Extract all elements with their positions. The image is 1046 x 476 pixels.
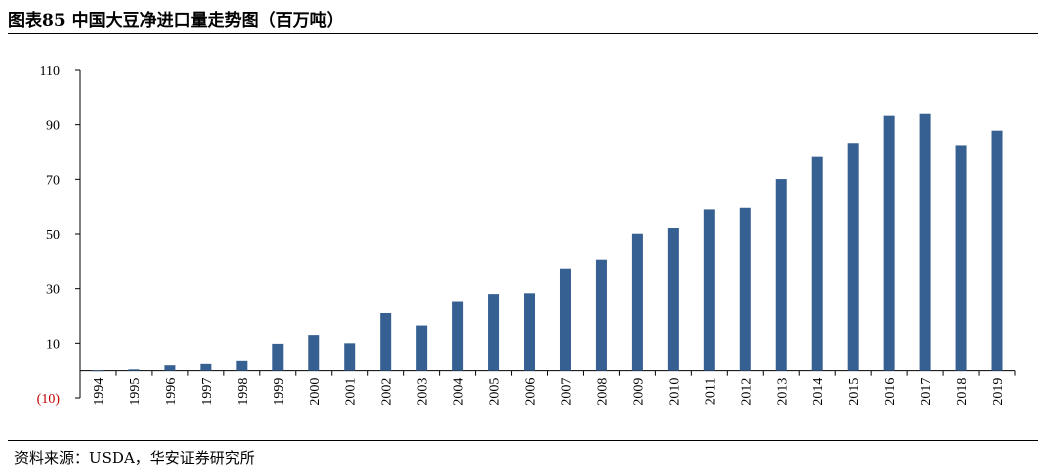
bar-2013	[775, 179, 787, 371]
x-tick-label: 2008	[595, 378, 610, 406]
y-tick-label: 90	[46, 119, 60, 134]
x-tick-label: 2009	[631, 378, 646, 406]
bar-2007	[559, 268, 571, 371]
bar-2016	[883, 115, 895, 371]
bar-2009	[631, 233, 643, 371]
bar-1998	[236, 360, 248, 371]
bar-1995	[128, 369, 140, 371]
bar-2015	[847, 143, 859, 371]
x-tick-label: 2001	[344, 378, 359, 406]
bar-2000	[308, 335, 320, 371]
x-tick-label: 1995	[128, 378, 143, 406]
bar-2005	[488, 294, 500, 371]
x-tick-label: 2002	[380, 378, 395, 406]
bar-2004	[452, 301, 464, 371]
bar-2001	[344, 343, 356, 371]
bar-chart: 110 90 70 50 30 10 (10) 1994 1995 1996 1997 1998 199…	[37, 64, 1016, 407]
y-tick-label: 10	[46, 337, 60, 352]
bar-1996	[164, 365, 176, 371]
x-tick-label: 2017	[919, 378, 934, 406]
x-tick-label: 2015	[847, 378, 862, 406]
x-tick-label: 2014	[811, 378, 826, 406]
bar-2017	[919, 113, 931, 371]
bar-2010	[667, 227, 679, 371]
x-tick-label: 1999	[272, 378, 287, 406]
x-tick-label: 2013	[775, 378, 790, 406]
bar-2002	[380, 312, 392, 371]
x-tick-label: 2005	[488, 378, 503, 406]
bar-2012	[739, 207, 751, 371]
y-tick-label: 30	[46, 283, 60, 298]
chart-title: 图表85 中国大豆净进口量走势图（百万吨）	[8, 11, 344, 31]
x-tick-label: 2012	[739, 378, 754, 406]
bar-2019	[991, 130, 1003, 371]
x-tick-label: 1996	[164, 378, 179, 406]
x-tick-label: 2006	[524, 378, 539, 406]
x-tick-label: 2018	[955, 378, 970, 406]
x-tick-label: 2016	[883, 378, 898, 406]
bar-1997	[200, 363, 212, 371]
bar-2008	[595, 259, 607, 371]
y-tick-label: (10)	[37, 392, 61, 407]
x-tick-label: 2010	[667, 378, 682, 406]
x-tick-label: 2019	[991, 378, 1006, 406]
title-divider	[8, 33, 1038, 34]
bar-2003	[416, 325, 428, 371]
x-tick-label: 2003	[416, 378, 431, 406]
bar-1994	[92, 370, 104, 372]
x-tick-label: 1994	[92, 378, 107, 406]
x-tick-label: 2000	[308, 378, 323, 406]
y-tick-label: 110	[40, 64, 60, 79]
x-tick-label: 1998	[236, 378, 251, 406]
bar-2011	[703, 209, 715, 371]
bar-2018	[955, 145, 967, 371]
y-tick-label: 70	[46, 173, 60, 188]
bar-1999	[272, 343, 284, 371]
x-tick-label: 2004	[452, 378, 467, 406]
x-tick-label: 2011	[703, 378, 718, 405]
y-tick-label: 50	[46, 228, 60, 243]
bar-2006	[524, 293, 536, 371]
source-divider	[8, 440, 1038, 441]
source-note: 资料来源：USDA，华安证券研究所	[14, 449, 255, 467]
x-tick-label: 2007	[559, 378, 574, 406]
bar-2014	[811, 156, 823, 371]
x-tick-label: 1997	[200, 378, 215, 406]
